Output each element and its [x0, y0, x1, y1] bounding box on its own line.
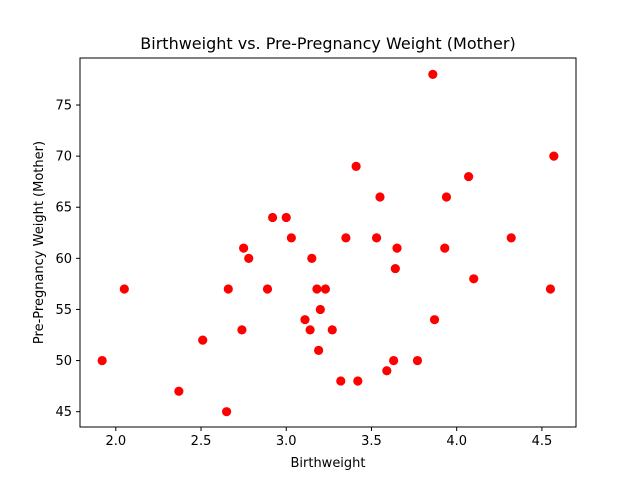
x-tick-label: 4.5 [532, 434, 553, 449]
data-point [320, 284, 331, 294]
x-tick-label: 2.0 [105, 434, 126, 449]
y-tick-label: 60 [55, 252, 72, 267]
data-point [237, 325, 247, 335]
data-point [312, 284, 322, 294]
y-tick-label: 65 [55, 201, 72, 216]
y-tick-label: 75 [55, 99, 72, 114]
data-point [314, 345, 324, 355]
data-point [97, 355, 107, 366]
y-tick-label: 50 [55, 354, 72, 369]
data-point [286, 233, 296, 243]
data-point [382, 366, 392, 376]
data-point [506, 233, 516, 243]
data-point [428, 69, 438, 79]
data-point [119, 284, 129, 294]
data-point [244, 253, 254, 263]
data-point [315, 304, 325, 315]
data-point [375, 192, 385, 202]
data-point [239, 243, 249, 253]
x-axis-label: Birthweight [290, 456, 365, 471]
data-point [549, 151, 559, 161]
data-point [469, 274, 479, 284]
data-point [351, 161, 361, 171]
x-tick-label: 3.5 [361, 434, 382, 449]
data-point [392, 243, 402, 253]
data-point [371, 233, 382, 243]
data-point [268, 212, 278, 223]
data-point [198, 335, 208, 345]
chart-title: Birthweight vs. Pre-Pregnancy Weight (Mo… [140, 34, 515, 53]
x-tick-label: 4.0 [446, 434, 467, 449]
data-point [281, 212, 291, 223]
data-point [545, 284, 556, 294]
y-axis-label: Pre-Pregnancy Weight (Mother) [32, 141, 47, 344]
data-point [390, 263, 400, 274]
y-tick-label: 70 [55, 150, 72, 165]
x-tick-label: 2.5 [191, 434, 212, 449]
data-point [327, 325, 337, 335]
data-point [336, 376, 346, 386]
plot-area-frame [79, 57, 577, 428]
data-point [429, 315, 440, 325]
data-point [305, 325, 315, 335]
data-point [223, 284, 233, 294]
data-point [300, 315, 310, 325]
data-point [262, 284, 273, 294]
data-point [353, 376, 363, 386]
y-axis: 45 50 55 60 65 70 75 [55, 99, 80, 420]
data-point [221, 407, 232, 417]
data-point [389, 355, 399, 366]
y-tick-label: 55 [55, 303, 72, 318]
data-point [412, 355, 423, 366]
data-points [97, 69, 559, 417]
data-point [341, 233, 351, 243]
data-point [307, 253, 317, 263]
x-tick-label: 3.0 [276, 434, 297, 449]
data-point [464, 171, 474, 182]
data-point [440, 243, 450, 253]
data-point [441, 192, 452, 202]
y-tick-label: 45 [55, 405, 72, 420]
data-point [174, 386, 184, 396]
x-axis: 2.0 2.5 3.0 3.5 4.0 4.5 [105, 427, 552, 449]
